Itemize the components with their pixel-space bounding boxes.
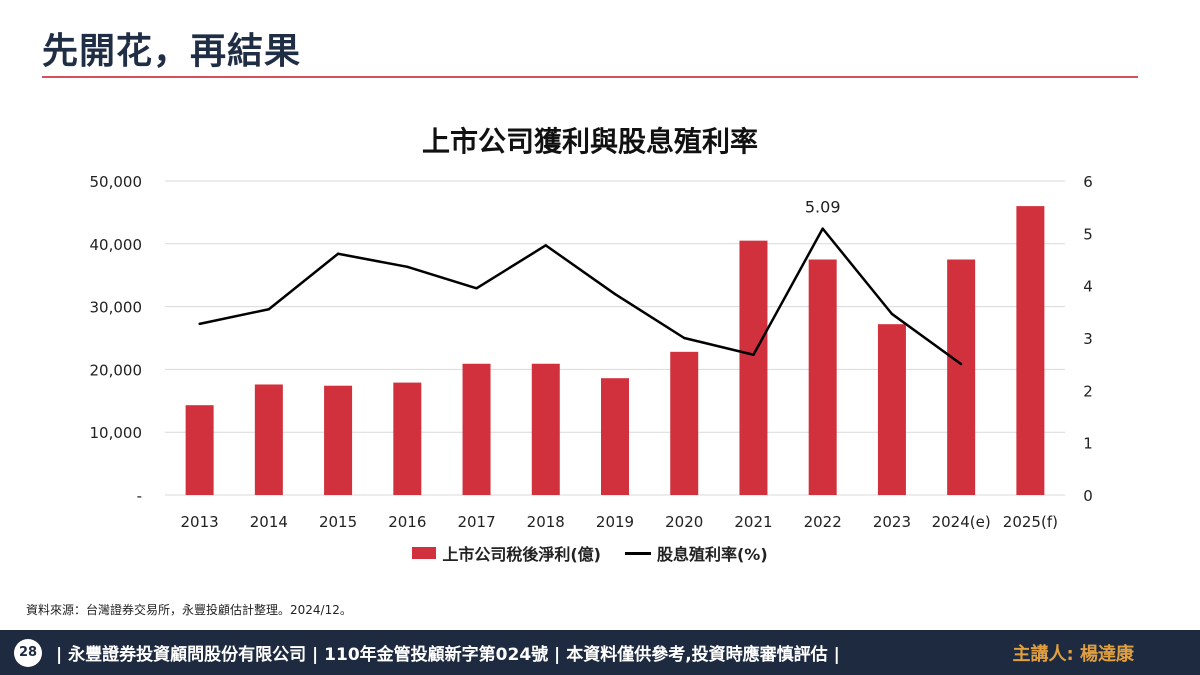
left-tick-label: 20,000 [90,361,143,379]
chart-title: 上市公司獲利與股息殖利率 [421,125,758,158]
bar-2014 [254,384,283,495]
left-tick-label: 40,000 [90,236,143,254]
chart-legend: 上市公司稅後淨利(億) 股息殖利率(%) [0,541,1180,565]
title-divider [42,76,1138,78]
bar-2021 [739,240,768,495]
page-number-badge: 28 [14,638,42,667]
legend-swatch-line [624,551,651,555]
yield-point-2020 [683,336,686,340]
right-tick-label: 3 [1083,330,1093,348]
footer-bar: 28 | 永豐證券投資顧問股份有限公司 | 110年金管投顧新字第024號 | … [0,630,1200,675]
bar-2017 [462,363,491,495]
x-tick-label: 2014 [250,513,288,531]
x-tick-label: 2017 [457,513,495,531]
yield-line [199,227,962,366]
x-tick-label: 2022 [804,513,842,531]
left-tick-label: 30,000 [90,299,143,317]
yield-point-2021 [752,353,755,356]
speaker-name: 主講人: 楊達康 [1012,643,1134,665]
bar-2020 [670,351,699,495]
yield-point-2016 [406,265,409,269]
yield-point-2015 [336,252,340,255]
left-tick-label: 10,000 [90,424,143,442]
x-tick-label: 2025(f) [1003,513,1058,531]
x-tick-label: 2015 [319,513,357,531]
yield-point-2023 [890,312,894,316]
legend-label-net-income: 上市公司稅後淨利(億) [442,545,601,564]
bar-2025(f) [1016,206,1045,495]
legend-label-yield: 股息殖利率(%) [656,545,768,564]
x-tick-label: 2013 [181,513,219,531]
bar-2023 [877,324,906,495]
yield-point-2017 [475,287,478,290]
right-tick-label: 5 [1083,225,1093,243]
right-tick-label: 6 [1083,173,1093,191]
legend-item-yield: 股息殖利率(%) [624,541,768,565]
bar-2022 [808,259,837,495]
yield-point-2013 [198,322,201,326]
right-tick-label: 2 [1083,382,1093,400]
yield-point-2019 [613,292,617,296]
yield-point-2022 [821,227,824,230]
page-title: 先開花，再結果 [42,31,302,72]
bar-2024(e) [947,259,976,495]
legend-swatch-bar [412,547,437,559]
bar-2013 [185,405,214,495]
legend-item-net-income: 上市公司稅後淨利(億) [412,541,601,565]
left-tick-label: 50,000 [90,173,143,191]
yield-point-2018 [544,244,547,247]
bar-2015 [324,385,353,495]
right-tick-label: 4 [1083,278,1093,296]
yield-point-2014 [267,308,271,311]
yield-point-2024(e) [959,362,963,366]
x-tick-label: 2018 [527,513,565,531]
bar-2016 [393,382,422,495]
x-tick-label: 2020 [665,513,703,531]
right-tick-label: 1 [1083,435,1093,453]
data-label: 5.09 [805,198,841,217]
footer-disclaimer: | 永豐證券投資顧問股份有限公司 | 110年金管投顧新字第024號 | 本資料… [56,645,840,665]
bar-2019 [601,378,629,495]
x-tick-label: 2016 [388,513,426,531]
source-note: 資料來源：台灣證券交易所，永豐投顧估計整理。2024/12。 [26,603,352,617]
x-tick-label: 2019 [596,513,634,531]
bar-2018 [531,363,560,495]
left-tick-label: - [137,487,142,505]
x-tick-label: 2023 [873,513,911,531]
x-tick-label: 2021 [734,513,772,531]
right-tick-label: 0 [1083,487,1093,505]
x-tick-label: 2024(e) [932,513,991,531]
